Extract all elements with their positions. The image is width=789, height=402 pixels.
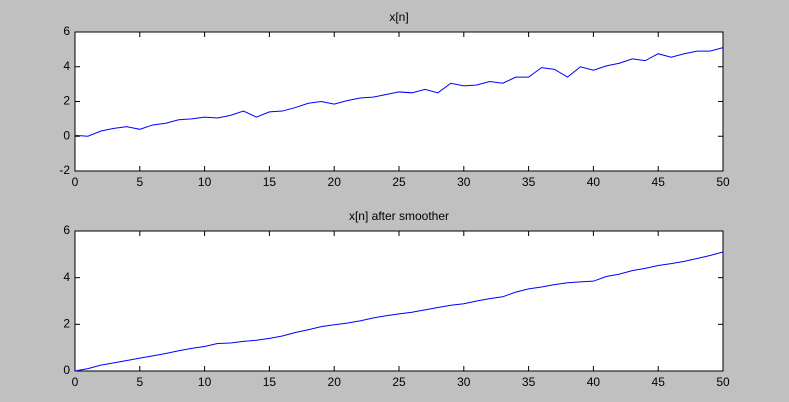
x-tick-label: 20 [328,175,342,189]
x-tick-label: 10 [198,175,212,189]
axes-background [74,31,724,172]
axes-background [74,230,724,372]
x-tick-label: 25 [392,375,406,389]
x-tick-label: 0 [72,175,79,189]
x-tick-label: 20 [328,375,342,389]
axes-title: x[n] after smoother [349,209,449,223]
y-tick-label: 2 [63,94,70,108]
y-tick-label: 0 [63,363,70,377]
y-tick-label: 4 [63,59,70,73]
y-tick-label: -2 [59,163,70,177]
x-tick-label: 40 [587,375,601,389]
x-tick-label: 0 [72,375,79,389]
x-tick-label: 5 [136,175,143,189]
x-tick-label: 40 [587,175,601,189]
x-tick-label: 30 [457,375,471,389]
x-tick-label: 15 [263,375,277,389]
x-tick-label: 5 [136,375,143,389]
y-tick-label: 2 [63,317,70,331]
x-tick-label: 10 [198,375,212,389]
data-line [74,47,724,137]
x-tick-label: 15 [263,175,277,189]
x-tick-label: 35 [522,175,536,189]
x-tick-label: 50 [716,175,730,189]
x-tick-label: 35 [522,375,536,389]
x-tick-label: 45 [652,175,666,189]
y-tick-label: 4 [63,270,70,284]
x-tick-label: 50 [716,375,730,389]
y-tick-label: 6 [63,24,70,38]
data-line [74,251,724,372]
x-tick-label: 30 [457,175,471,189]
x-tick-label: 45 [652,375,666,389]
axes-title: x[n] [389,10,408,24]
y-tick-label: 0 [63,128,70,142]
x-tick-label: 25 [392,175,406,189]
y-tick-label: 6 [63,223,70,237]
